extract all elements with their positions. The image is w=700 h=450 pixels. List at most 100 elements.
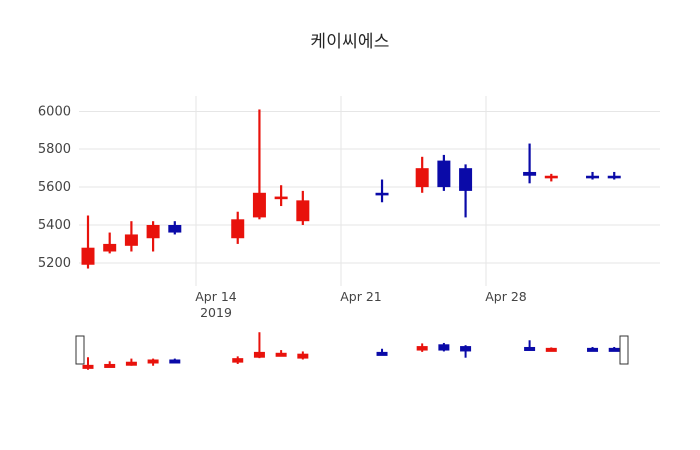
y-axis-tick-labels: 5200 5400 5600 5800 6000 [38, 104, 71, 270]
rangeslider-candlestick[interactable] [104, 361, 116, 368]
candle-wick [258, 109, 261, 220]
candle-body [231, 219, 245, 239]
rangeslider-candlestick[interactable] [545, 347, 557, 352]
candlestick[interactable] [459, 164, 473, 218]
rangeslider[interactable] [75, 332, 629, 370]
candlestick[interactable] [252, 109, 266, 220]
y-axis-tick-label: 5200 [38, 256, 71, 271]
candle-wick [528, 143, 531, 184]
candle-body [415, 168, 429, 188]
candlestick[interactable] [586, 171, 600, 180]
candlestick[interactable] [523, 143, 537, 184]
rangeslider-candlestick[interactable] [82, 357, 94, 370]
y-axis-tick-label: 5600 [38, 180, 71, 195]
candlestick[interactable] [375, 179, 389, 203]
candle-body [545, 347, 557, 352]
candle-wick [280, 350, 283, 356]
candle-body [587, 347, 599, 352]
rangeslider-candlestick[interactable] [438, 342, 450, 352]
x-axis-tick-label: Apr 14 [195, 289, 237, 304]
candle-body [524, 346, 536, 351]
candle-wick [280, 185, 283, 207]
candle-wick [108, 361, 111, 367]
range-handle-right[interactable] [619, 335, 629, 365]
x-axis-tick-label: Apr 21 [340, 289, 382, 304]
rangeslider-candlestick[interactable] [253, 332, 265, 359]
candle-body [438, 344, 450, 351]
candle-body [81, 247, 95, 265]
candle-body [523, 171, 537, 176]
candle-body [274, 196, 288, 200]
candle-body [375, 192, 389, 196]
rangeslider-candlestick[interactable] [275, 350, 287, 357]
candle-body [104, 363, 116, 368]
candlestick[interactable] [274, 185, 288, 207]
candle-body [252, 192, 266, 218]
candlestick[interactable] [231, 211, 245, 244]
candlestick[interactable] [81, 215, 95, 269]
page-title: 케이씨에스 [310, 32, 390, 52]
x-axis-tick-label: Apr 28 [485, 289, 527, 304]
candle-body [124, 234, 138, 246]
y-axis-tick-label: 5800 [38, 142, 71, 157]
candle-wick [108, 232, 111, 254]
candle-body [168, 224, 182, 233]
candle-body [232, 358, 244, 363]
rangeslider-candlestick[interactable] [608, 346, 620, 352]
rangeslider-candlestick[interactable] [232, 356, 244, 364]
candle-wick [381, 348, 384, 355]
rangeslider-candlestick[interactable] [416, 343, 428, 352]
candle-wick [464, 345, 467, 358]
candlestick[interactable] [124, 221, 138, 252]
y-axis-tick-label: 6000 [38, 104, 71, 119]
candle-wick [86, 215, 90, 269]
candlestick[interactable] [296, 190, 310, 225]
candle-body [459, 168, 473, 191]
candle-body [103, 243, 117, 252]
candle-body [253, 351, 265, 358]
rangeslider-candlestick[interactable] [524, 340, 536, 351]
candlestick[interactable] [146, 221, 160, 252]
range-handle-left[interactable] [75, 335, 85, 365]
candle-body [125, 361, 137, 366]
candlestick[interactable] [607, 171, 621, 180]
x-axis-tick-sublabel: 2019 [200, 305, 232, 320]
candle-body [544, 175, 558, 179]
candlestick-series[interactable] [81, 109, 621, 269]
candlestick[interactable] [415, 156, 429, 193]
candle-body [82, 364, 94, 369]
candle-body [147, 359, 159, 364]
candlestick[interactable] [168, 221, 182, 235]
rangeslider-candlestick[interactable] [376, 348, 388, 356]
rangeslider-candlestick[interactable] [587, 346, 599, 352]
candle-body [296, 200, 310, 222]
rangeslider-candlestick[interactable] [125, 358, 137, 366]
rangeslider-candlestick[interactable] [460, 345, 472, 358]
candle-body [608, 347, 620, 352]
candlestick[interactable] [544, 173, 558, 182]
rangeslider-candlestick[interactable] [169, 358, 181, 364]
candle-wick [380, 179, 384, 203]
candle-wick [258, 332, 261, 359]
candlestick[interactable] [437, 154, 451, 191]
candle-body [275, 352, 287, 357]
candlestick[interactable] [103, 232, 117, 254]
candle-body [416, 346, 428, 351]
rangeslider-candlestick[interactable] [297, 351, 309, 360]
candle-wick [528, 340, 531, 350]
candle-body [460, 346, 472, 352]
candle-body [297, 353, 309, 359]
y-axis-tick-label: 5400 [38, 218, 71, 233]
gridlines [79, 96, 660, 286]
rangeslider-candlestick[interactable] [147, 358, 159, 366]
candle-body [169, 359, 181, 364]
candle-body [376, 351, 388, 356]
candle-body [607, 175, 621, 179]
candle-body [586, 175, 600, 179]
candle-body [146, 224, 160, 239]
candle-wick [87, 357, 89, 370]
candle-body [437, 160, 451, 188]
